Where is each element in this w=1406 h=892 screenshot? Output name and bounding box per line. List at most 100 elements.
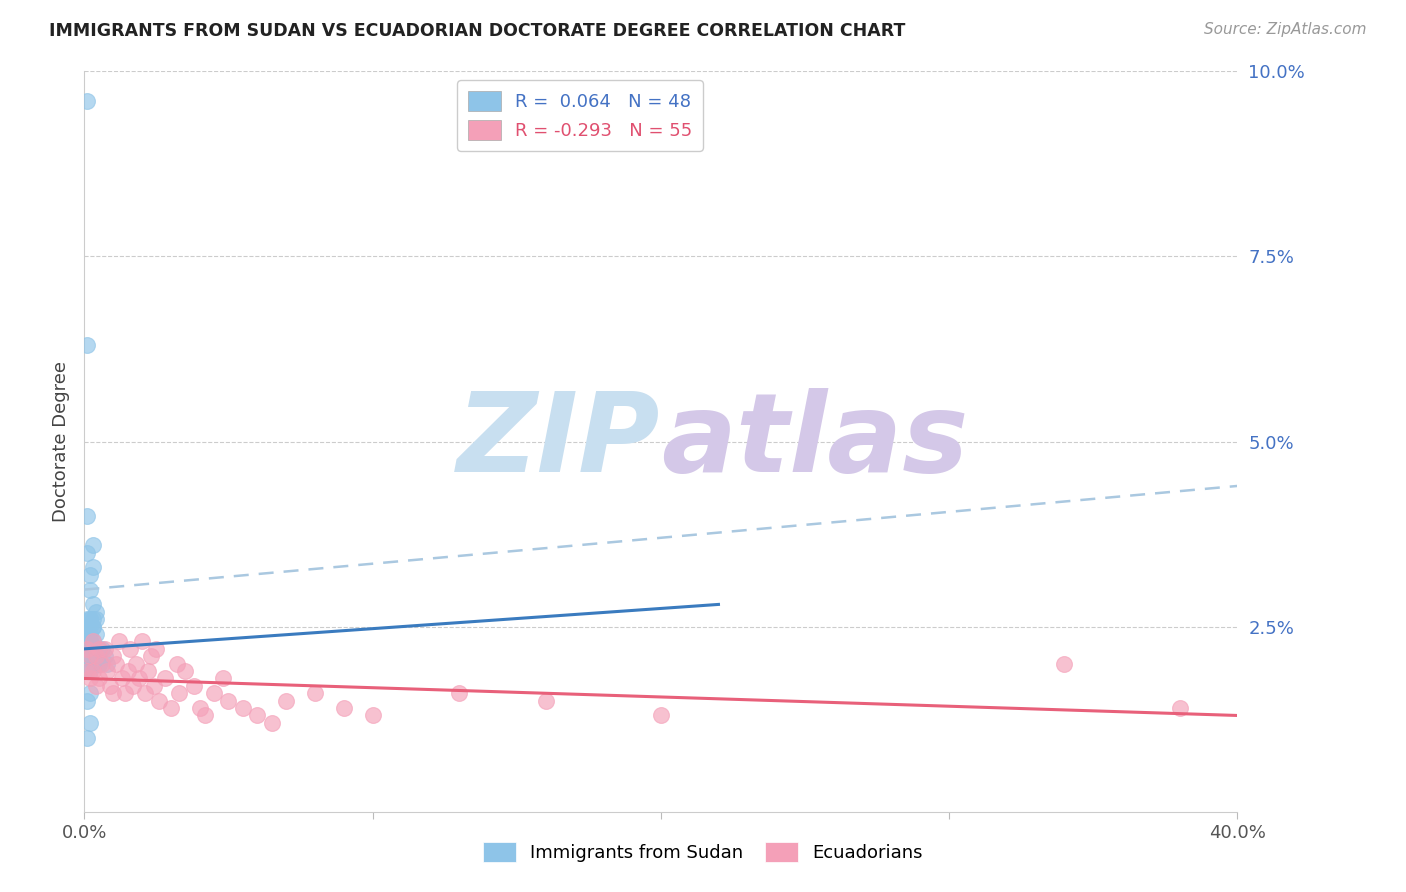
Point — [79, 649, 101, 664]
Point — [218, 694, 240, 708]
Point — [260, 715, 283, 730]
Point — [1168, 701, 1191, 715]
Point — [82, 598, 104, 612]
Point — [82, 649, 104, 664]
Point — [98, 679, 121, 693]
Point — [534, 694, 557, 708]
Y-axis label: Doctorate Degree: Doctorate Degree — [52, 361, 70, 522]
Point — [211, 672, 233, 686]
Point — [79, 627, 101, 641]
Point — [194, 708, 217, 723]
Point — [84, 679, 107, 693]
Point — [84, 627, 107, 641]
Point — [79, 634, 101, 648]
Point — [79, 664, 101, 678]
Point — [188, 701, 211, 715]
Point — [76, 694, 98, 708]
Point — [76, 731, 98, 745]
Point — [84, 649, 107, 664]
Point — [76, 649, 98, 664]
Point — [79, 715, 101, 730]
Point — [90, 641, 112, 656]
Point — [87, 672, 110, 686]
Point — [1053, 657, 1076, 671]
Point — [304, 686, 326, 700]
Point — [82, 619, 104, 633]
Point — [174, 664, 197, 678]
Point — [105, 657, 128, 671]
Point — [96, 657, 118, 671]
Point — [84, 657, 107, 671]
Point — [108, 634, 131, 648]
Point — [246, 708, 269, 723]
Text: Source: ZipAtlas.com: Source: ZipAtlas.com — [1204, 22, 1367, 37]
Point — [169, 686, 191, 700]
Point — [79, 612, 101, 626]
Point — [79, 641, 101, 656]
Point — [76, 641, 98, 656]
Point — [148, 694, 170, 708]
Point — [79, 634, 101, 648]
Legend: R =  0.064   N = 48, R = -0.293   N = 55: R = 0.064 N = 48, R = -0.293 N = 55 — [457, 80, 703, 151]
Point — [76, 338, 98, 352]
Point — [122, 679, 145, 693]
Point — [82, 612, 104, 626]
Point — [82, 657, 104, 671]
Point — [76, 508, 98, 523]
Point — [82, 538, 104, 552]
Point — [82, 664, 104, 678]
Point — [84, 612, 107, 626]
Text: atlas: atlas — [661, 388, 969, 495]
Point — [449, 686, 471, 700]
Point — [79, 686, 101, 700]
Point — [153, 672, 176, 686]
Point — [131, 634, 153, 648]
Point — [361, 708, 384, 723]
Point — [76, 664, 98, 678]
Point — [114, 686, 136, 700]
Point — [103, 649, 124, 664]
Point — [79, 649, 101, 664]
Point — [160, 701, 183, 715]
Legend: Immigrants from Sudan, Ecuadorians: Immigrants from Sudan, Ecuadorians — [477, 835, 929, 870]
Point — [76, 634, 98, 648]
Point — [93, 641, 115, 656]
Text: ZIP: ZIP — [457, 388, 661, 495]
Point — [125, 657, 148, 671]
Text: IMMIGRANTS FROM SUDAN VS ECUADORIAN DOCTORATE DEGREE CORRELATION CHART: IMMIGRANTS FROM SUDAN VS ECUADORIAN DOCT… — [49, 22, 905, 40]
Point — [134, 686, 156, 700]
Point — [276, 694, 298, 708]
Point — [120, 641, 142, 656]
Point — [103, 686, 124, 700]
Point — [84, 605, 107, 619]
Point — [79, 567, 101, 582]
Point — [82, 560, 104, 574]
Point — [76, 664, 98, 678]
Point — [145, 641, 167, 656]
Point — [76, 545, 98, 560]
Point — [76, 94, 98, 108]
Point — [82, 634, 104, 648]
Point — [111, 672, 134, 686]
Point — [183, 679, 205, 693]
Point — [82, 634, 104, 648]
Point — [82, 619, 104, 633]
Point — [79, 582, 101, 597]
Point — [87, 641, 110, 656]
Point — [93, 649, 115, 664]
Point — [128, 672, 150, 686]
Point — [202, 686, 225, 700]
Point — [90, 657, 112, 671]
Point — [76, 619, 98, 633]
Point — [136, 664, 159, 678]
Point — [87, 657, 110, 671]
Point — [650, 708, 672, 723]
Point — [76, 641, 98, 656]
Point — [166, 657, 188, 671]
Point — [87, 657, 110, 671]
Point — [96, 664, 118, 678]
Point — [79, 619, 101, 633]
Point — [139, 649, 162, 664]
Point — [76, 612, 98, 626]
Point — [117, 664, 139, 678]
